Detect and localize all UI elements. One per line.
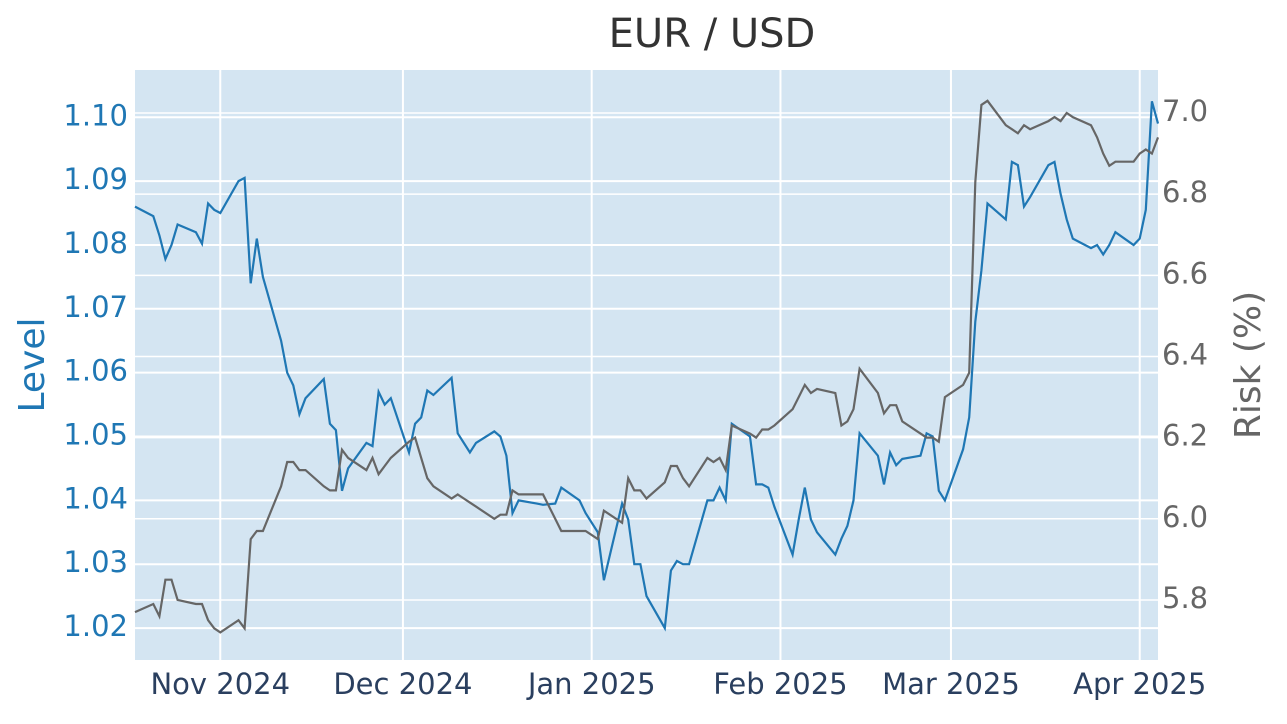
plot-area [135, 70, 1158, 660]
chart-title: EUR / USD [609, 11, 816, 57]
x-tick-label: Feb 2025 [713, 667, 847, 701]
y2-tick-label: 6.4 [1162, 337, 1208, 371]
y-tick-label: 1.04 [63, 481, 128, 515]
y-tick-label: 1.07 [63, 290, 128, 324]
y-tick-label: 1.03 [63, 545, 128, 579]
y-tick-label: 1.10 [63, 98, 128, 132]
y-tick-label: 1.02 [63, 609, 128, 643]
x-tick-label: Dec 2024 [333, 667, 472, 701]
y-tick-label: 1.08 [63, 226, 128, 260]
y2-tick-label: 7.0 [1162, 94, 1208, 128]
y2-tick-label: 6.0 [1162, 500, 1208, 534]
y2-tick-label: 6.6 [1162, 256, 1208, 290]
y-tick-label: 1.05 [63, 418, 128, 452]
line-series [134, 99, 1160, 634]
y-tick-label: 1.06 [63, 354, 128, 388]
line-series [134, 101, 1160, 632]
y-tick-label: 1.09 [63, 162, 128, 196]
y2-tick-label: 5.8 [1162, 581, 1208, 615]
x-tick-label: Mar 2025 [882, 667, 1020, 701]
y-axis-label: Level [12, 317, 53, 412]
x-tick-label: Nov 2024 [150, 667, 290, 701]
x-tick-label: Jan 2025 [526, 667, 656, 701]
y2-tick-label: 6.8 [1162, 175, 1208, 209]
x-tick-label: Apr 2025 [1073, 667, 1206, 701]
y2-axis-label: Risk (%) [1228, 291, 1269, 439]
y2-tick-label: 6.2 [1162, 419, 1208, 453]
